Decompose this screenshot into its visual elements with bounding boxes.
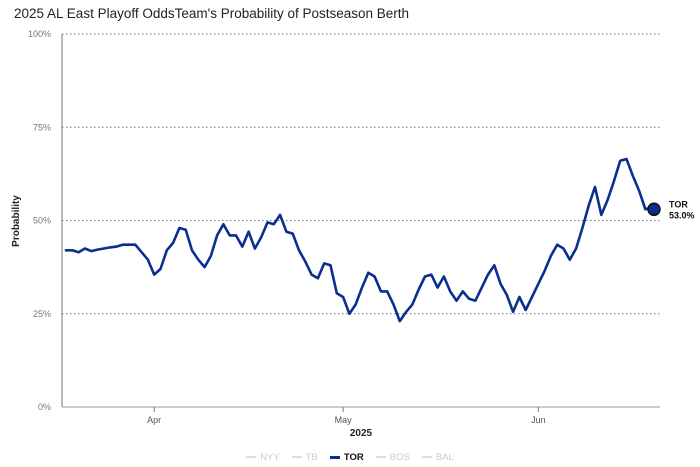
chart-title: 2025 AL East Playoff OddsTeam's Probabil… — [14, 6, 409, 21]
legend-swatch — [291, 456, 302, 459]
legend-swatch — [375, 456, 386, 459]
x-tick-label: May — [335, 415, 353, 425]
legend-item-bos[interactable]: BOS — [375, 452, 410, 463]
series-line-tor[interactable] — [64, 157, 660, 323]
y-axis-ticks: 0% 25% 50% 75% 100% — [28, 29, 51, 412]
legend-item-tb[interactable]: TB — [291, 452, 318, 463]
legend-label: BAL — [435, 452, 454, 463]
y-tick-label: 25% — [33, 309, 51, 319]
series-end-point[interactable] — [647, 202, 661, 217]
legend-label: BOS — [389, 452, 410, 463]
x-tick-label: Apr — [147, 415, 161, 425]
gridlines — [62, 33, 660, 408]
y-axis-title: Probability — [11, 195, 22, 247]
chart-title-main: 2025 AL East Playoff Odds — [14, 6, 175, 21]
legend-item-tor[interactable]: TOR — [329, 452, 364, 463]
x-axis-title: 2025 — [350, 428, 373, 439]
chart-subtitle: Team's Probability of Postseason Berth — [174, 6, 410, 21]
legend-item-bal[interactable]: BAL — [421, 452, 454, 463]
x-axis-ticks: Apr May Jun — [147, 407, 546, 425]
y-tick-label: 75% — [33, 122, 51, 132]
legend-swatch — [329, 455, 340, 459]
legend-label: TOR — [343, 452, 364, 463]
y-tick-label: 50% — [33, 216, 51, 226]
y-tick-label: 100% — [28, 29, 51, 39]
series-end-label: TOR — [669, 199, 688, 209]
legend: NYY TB TOR BOS BAL — [0, 452, 700, 463]
legend-label: TB — [305, 452, 318, 463]
legend-label: NYY — [260, 452, 280, 463]
series-end-value: 53.0% — [669, 210, 695, 220]
legend-swatch — [246, 456, 257, 459]
legend-swatch — [421, 456, 432, 459]
x-tick-label: Jun — [531, 415, 546, 425]
y-tick-label: 0% — [38, 402, 51, 412]
legend-item-nyy[interactable]: NYY — [246, 452, 280, 463]
